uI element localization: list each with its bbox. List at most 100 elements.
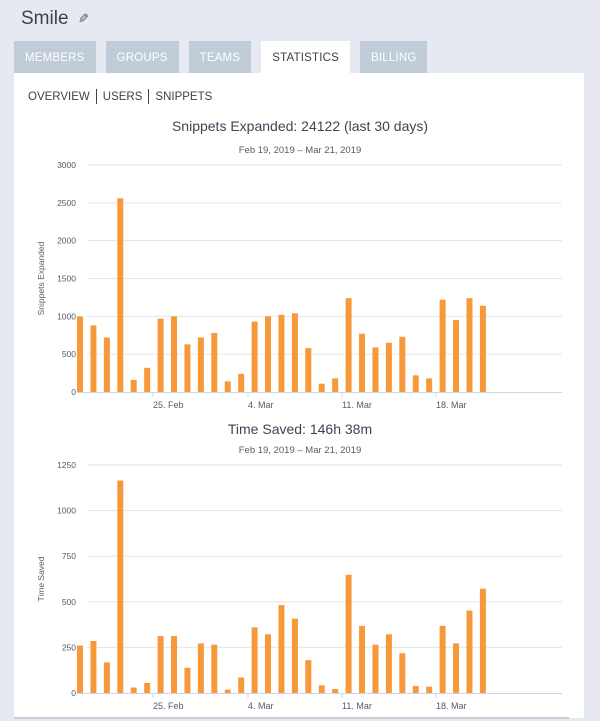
bar (130, 687, 137, 693)
x-tick-label: 4. Mar (248, 400, 274, 410)
bar (479, 305, 486, 392)
y-tick-label: 1000 (57, 506, 76, 516)
bar (479, 588, 486, 693)
y-axis-label: Snippets Expanded (36, 241, 46, 315)
bar (238, 677, 245, 693)
y-tick-label: 1250 (57, 460, 76, 470)
bar (117, 480, 124, 693)
bar (466, 298, 473, 392)
bar (359, 333, 366, 392)
bar (345, 298, 352, 392)
chart-title: Time Saved: 146h 38m (228, 421, 372, 437)
y-tick-label: 0 (71, 387, 76, 397)
page-title: Smile ✎ (21, 8, 88, 30)
x-tick-label: 11. Mar (342, 400, 372, 410)
bar (157, 318, 164, 392)
divider (148, 89, 150, 104)
bar (184, 667, 191, 693)
bar (77, 645, 83, 693)
divider (14, 717, 569, 719)
bar (318, 383, 325, 392)
y-axis-label: Time Saved (36, 556, 46, 601)
bar (103, 337, 110, 392)
y-tick-label: 500 (62, 349, 76, 359)
bar (211, 332, 218, 392)
bar (77, 316, 83, 392)
bar (265, 634, 272, 693)
bar (453, 320, 460, 392)
bar (144, 367, 151, 392)
bar (399, 653, 406, 693)
x-tick-label: 18. Mar (436, 400, 467, 410)
bar (197, 337, 204, 392)
bar (372, 347, 379, 392)
y-tick-label: 2000 (57, 236, 76, 246)
bar (332, 688, 339, 693)
bar (359, 625, 366, 693)
x-tick-label: 4. Mar (248, 701, 274, 711)
bar (291, 618, 298, 693)
statistics-subnav: OVERVIEW USERS SNIPPETS (28, 89, 212, 104)
bar (385, 342, 392, 392)
bar (117, 198, 124, 392)
chart-title: Snippets Expanded: 24122 (last 30 days) (172, 118, 428, 134)
bar (372, 644, 379, 693)
x-tick-label: 18. Mar (436, 701, 467, 711)
bar (103, 662, 110, 693)
bar (157, 636, 164, 693)
x-tick-label: 25. Feb (153, 701, 184, 711)
bar (251, 627, 258, 693)
bar (426, 378, 433, 392)
subnav-snippets[interactable]: SNIPPETS (155, 90, 213, 103)
subnav-users[interactable]: USERS (102, 90, 143, 103)
tab-groups[interactable]: GROUPS (105, 41, 179, 73)
bar (224, 381, 231, 392)
bar (412, 686, 419, 693)
y-tick-label: 750 (62, 551, 76, 561)
bar (412, 375, 419, 392)
statistics-panel: OVERVIEW USERS SNIPPETS (14, 73, 584, 718)
y-tick-label: 500 (62, 597, 76, 607)
tab-members[interactable]: MEMBERS (14, 41, 96, 73)
bar (90, 325, 97, 392)
bar (466, 610, 473, 693)
bar (224, 689, 231, 693)
tab-teams[interactable]: TEAMS (188, 41, 252, 73)
bar (130, 379, 137, 392)
bar (144, 682, 151, 693)
bar (171, 636, 178, 693)
x-tick-label: 25. Feb (153, 400, 184, 410)
bar (211, 644, 218, 693)
y-tick-label: 250 (62, 642, 76, 652)
y-tick-label: 2500 (57, 198, 76, 208)
bar (439, 625, 446, 693)
chart-subtitle: Feb 19, 2019 – Mar 21, 2019 (239, 145, 362, 156)
bar (238, 373, 245, 392)
bar (385, 634, 392, 693)
bar (305, 348, 312, 392)
bar (453, 643, 460, 693)
bar (90, 641, 97, 693)
tab-statistics[interactable]: STATISTICS (261, 41, 350, 73)
bar (265, 316, 272, 392)
x-tick-label: 11. Mar (342, 701, 372, 711)
bar (171, 316, 178, 392)
bar (399, 336, 406, 392)
team-name: Smile (21, 8, 69, 29)
tab-bar: MEMBERS GROUPS TEAMS STATISTICS BILLING (14, 41, 428, 73)
y-tick-label: 3000 (57, 160, 76, 170)
bar (426, 686, 433, 693)
bar (305, 660, 312, 693)
bar (332, 378, 339, 392)
bar (278, 605, 285, 693)
bar (251, 321, 258, 392)
y-tick-label: 0 (71, 688, 76, 698)
bar (345, 574, 352, 693)
subnav-overview[interactable]: OVERVIEW (28, 90, 90, 103)
bar (184, 344, 191, 392)
tab-billing[interactable]: BILLING (359, 41, 428, 73)
bar (197, 643, 204, 693)
divider (95, 89, 97, 104)
bar (439, 299, 446, 392)
